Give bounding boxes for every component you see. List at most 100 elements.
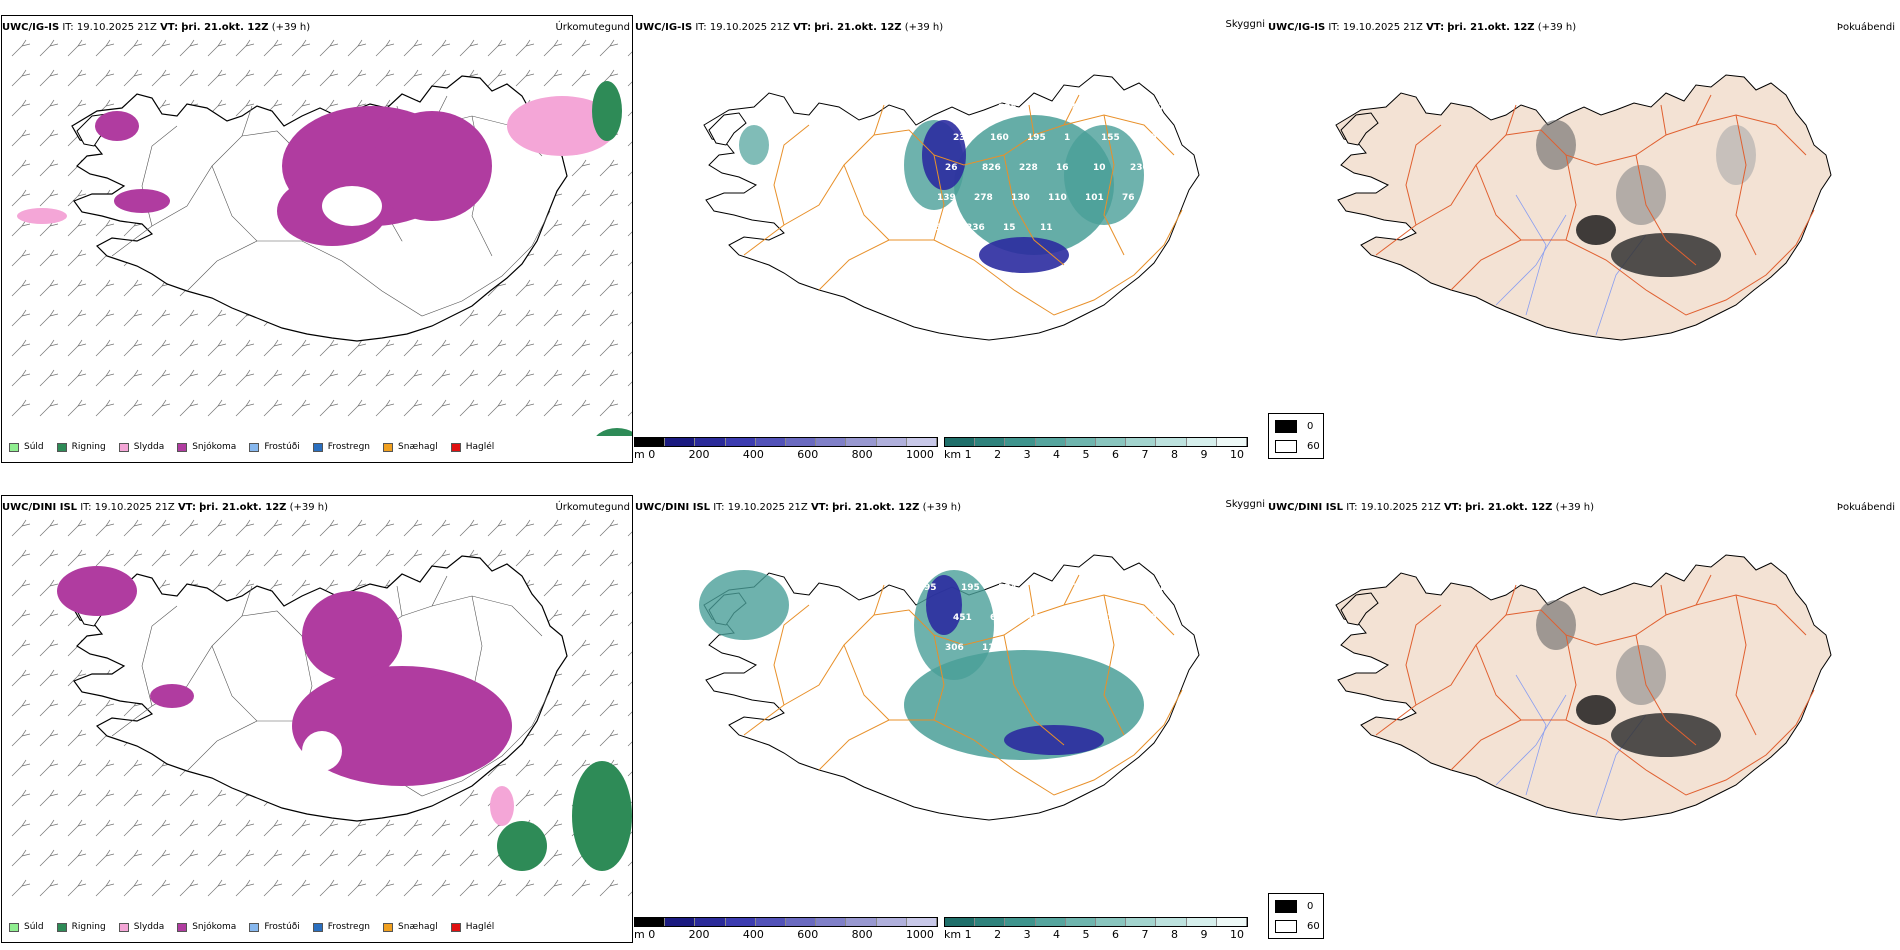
wind-barb <box>347 69 367 87</box>
road-3 <box>1565 154 1577 241</box>
wind-barb <box>123 339 143 357</box>
colorbar-tick-label: 400 <box>742 448 764 461</box>
wind-barb <box>627 801 632 807</box>
wind-barb <box>431 849 451 867</box>
legend-swatch <box>9 922 19 932</box>
snow-area <box>302 591 402 681</box>
wind-barb <box>263 549 283 567</box>
wind-barb <box>11 129 31 147</box>
colorbar-step <box>635 438 666 446</box>
wind-barb <box>487 339 507 357</box>
legend-item: Súld <box>9 442 44 452</box>
wind-barb <box>39 759 59 777</box>
wind-barb <box>207 309 227 327</box>
wind-barb <box>487 369 507 387</box>
wind-barb <box>39 399 59 417</box>
wind-barb <box>459 519 479 537</box>
cloud-base-value: 15 <box>1003 223 1016 233</box>
wind-barb <box>319 519 339 537</box>
wind-barb <box>123 519 143 537</box>
wind-barb <box>571 669 591 687</box>
legend-label: Frostregn <box>327 442 371 452</box>
fog-legend-label: 60 <box>1307 921 1320 932</box>
wind-barb <box>571 759 591 777</box>
colorbar-tick-label: 200 <box>688 928 710 941</box>
wind-barb <box>291 879 311 897</box>
wind-barb <box>403 849 423 867</box>
wind-barb <box>403 39 423 57</box>
wind-barb <box>599 339 619 357</box>
wind-barb <box>627 741 632 747</box>
legend-swatch <box>383 442 394 452</box>
road-2 <box>843 164 890 241</box>
wind-barb <box>571 549 591 567</box>
wind-barb <box>347 879 367 897</box>
wind-barb <box>571 249 591 267</box>
wind-barb <box>11 639 31 657</box>
cloud-title-1: Skyggni <box>1225 19 1265 30</box>
road-7 <box>873 584 885 616</box>
legend-item: Frostregn <box>312 922 370 932</box>
wind-barb <box>599 399 619 417</box>
rain-area <box>497 821 547 871</box>
wind-barb <box>571 609 591 627</box>
rain-area <box>596 428 632 436</box>
wind-barb <box>459 369 479 387</box>
wind-barb <box>291 39 311 57</box>
snow-area <box>150 684 194 708</box>
wind-barb <box>515 549 535 567</box>
wind-barb <box>67 729 87 747</box>
fog-legend-swatch <box>1275 440 1297 453</box>
road-8 <box>1028 584 1035 616</box>
cloud-base-labels: 95 195 124 281 258 130 181 451 67 111 247 274 129 306… <box>924 583 1165 653</box>
wind-barb <box>347 549 367 567</box>
colorbar-unit-label: km 1 <box>944 448 972 461</box>
wind-barb <box>11 879 31 897</box>
wind-barb <box>571 219 591 237</box>
wind-barb <box>67 879 87 897</box>
colorbar-tick-label: 5 <box>1082 448 1090 461</box>
westfjords <box>708 112 747 146</box>
legend-label: Snjókoma <box>192 922 237 932</box>
colorbar-tick-label: 10 <box>1229 448 1244 461</box>
wind-barb <box>39 309 59 327</box>
road-0 <box>743 114 1175 256</box>
wind-barb <box>627 111 632 117</box>
wind-barb <box>291 99 311 117</box>
wind-barb <box>11 699 31 717</box>
colorbar-step <box>1005 438 1036 446</box>
wind-barb <box>599 249 619 267</box>
wind-barb <box>11 249 31 267</box>
wind-barb <box>67 249 87 267</box>
wind-barb <box>487 879 507 897</box>
colorbar-step <box>1156 918 1187 926</box>
road-6 <box>1405 604 1442 706</box>
wind-barb <box>515 39 535 57</box>
wind-barb <box>291 549 311 567</box>
fog-legend-label: 60 <box>1307 441 1320 452</box>
wind-barb <box>543 69 563 87</box>
fog-header-1: UWC/IG-IS IT: 19.10.2025 21Z VT: þri. 21… <box>1268 22 1577 33</box>
wind-barb <box>459 309 479 327</box>
colorbar-step <box>665 918 696 926</box>
colorbar-step <box>725 438 756 446</box>
wind-barb <box>627 141 632 147</box>
wind-barb <box>543 579 563 597</box>
wind-barb <box>375 849 395 867</box>
wind-barb <box>571 699 591 717</box>
colorbar-step <box>876 918 907 926</box>
wind-barb <box>431 369 451 387</box>
wind-barb <box>627 231 632 237</box>
colorbar-step <box>1156 438 1187 446</box>
wind-barb <box>599 549 619 567</box>
snow-area <box>372 111 492 221</box>
wind-barb <box>123 309 143 327</box>
wind-barb <box>179 879 199 897</box>
cloud-panel-2: 95 195 124 281 258 130 181 451 67 111 247 274 129 306… <box>634 495 1264 945</box>
wind-barb <box>123 759 143 777</box>
wind-barb <box>515 309 535 327</box>
wind-barb <box>123 69 143 87</box>
wind-barb <box>95 759 115 777</box>
wind-barb <box>123 819 143 837</box>
wind-barb <box>543 849 563 867</box>
